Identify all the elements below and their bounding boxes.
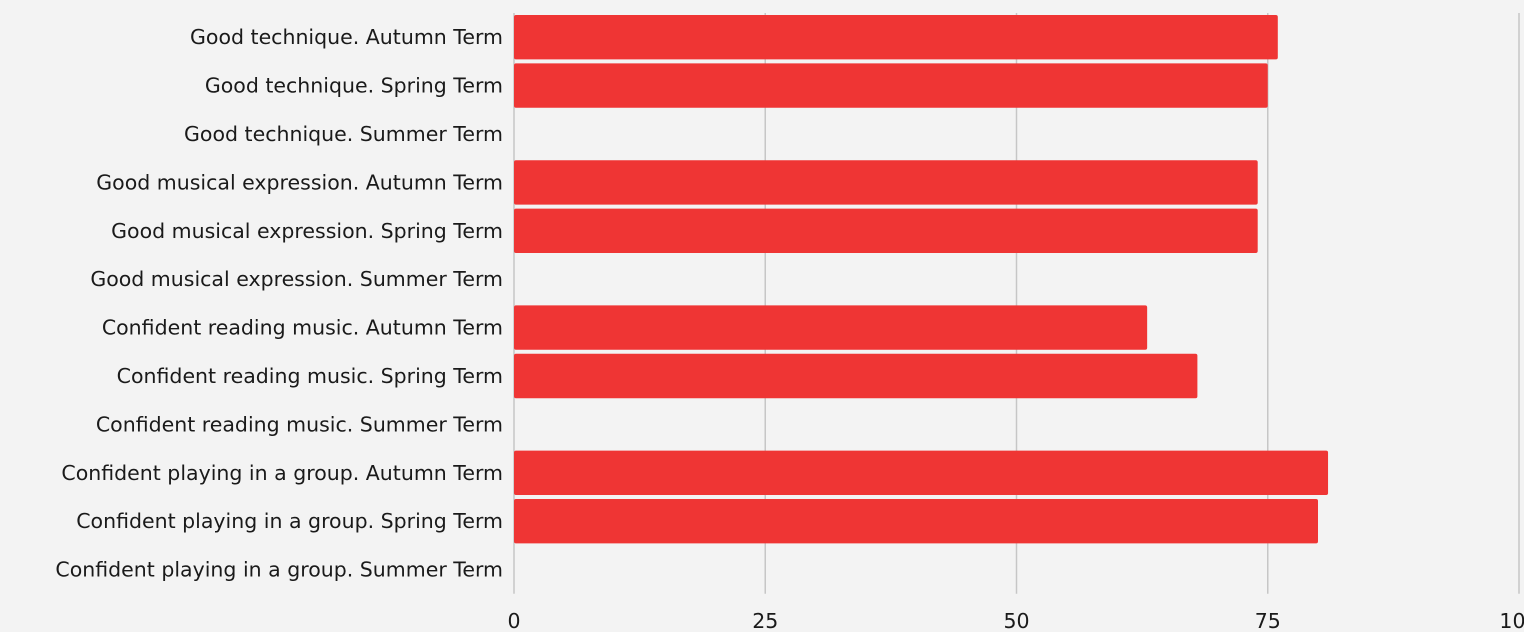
category-label: Good technique. Spring Term <box>205 74 503 98</box>
category-label: Good musical expression. Spring Term <box>111 219 503 243</box>
category-label: Confident reading music. Spring Term <box>117 364 503 388</box>
category-label: Good musical expression. Summer Term <box>90 267 503 291</box>
category-label: Confident reading music. Autumn Term <box>102 316 503 340</box>
category-label: Good technique. Summer Term <box>184 122 503 146</box>
category-label: Good musical expression. Autumn Term <box>96 170 503 194</box>
bar <box>514 208 1258 253</box>
bar <box>514 15 1278 60</box>
bar <box>514 450 1329 495</box>
bar <box>514 305 1148 350</box>
category-label: Confident playing in a group. Summer Ter… <box>55 558 503 582</box>
bar <box>514 160 1258 205</box>
x-tick-label: 75 <box>1255 609 1281 632</box>
category-label: Confident reading music. Summer Term <box>96 412 503 436</box>
x-tick-label: 0 <box>507 609 520 632</box>
bar <box>514 499 1318 544</box>
gridlines <box>513 13 1520 594</box>
x-tick-label: 100 <box>1499 609 1524 632</box>
category-label: Confident playing in a group. Spring Ter… <box>76 509 503 533</box>
x-axis-tick-labels: 0 25 50 75 100 <box>507 609 1524 632</box>
x-tick-label: 25 <box>752 609 778 632</box>
bar <box>514 63 1268 108</box>
x-tick-label: 50 <box>1003 609 1029 632</box>
category-label: Good technique. Autumn Term <box>190 25 503 49</box>
bar <box>514 353 1198 399</box>
bars <box>514 15 1329 544</box>
category-labels: Good technique. Autumn Term Good techniqu… <box>55 25 503 581</box>
category-label: Confident playing in a group. Autumn Ter… <box>61 461 503 485</box>
